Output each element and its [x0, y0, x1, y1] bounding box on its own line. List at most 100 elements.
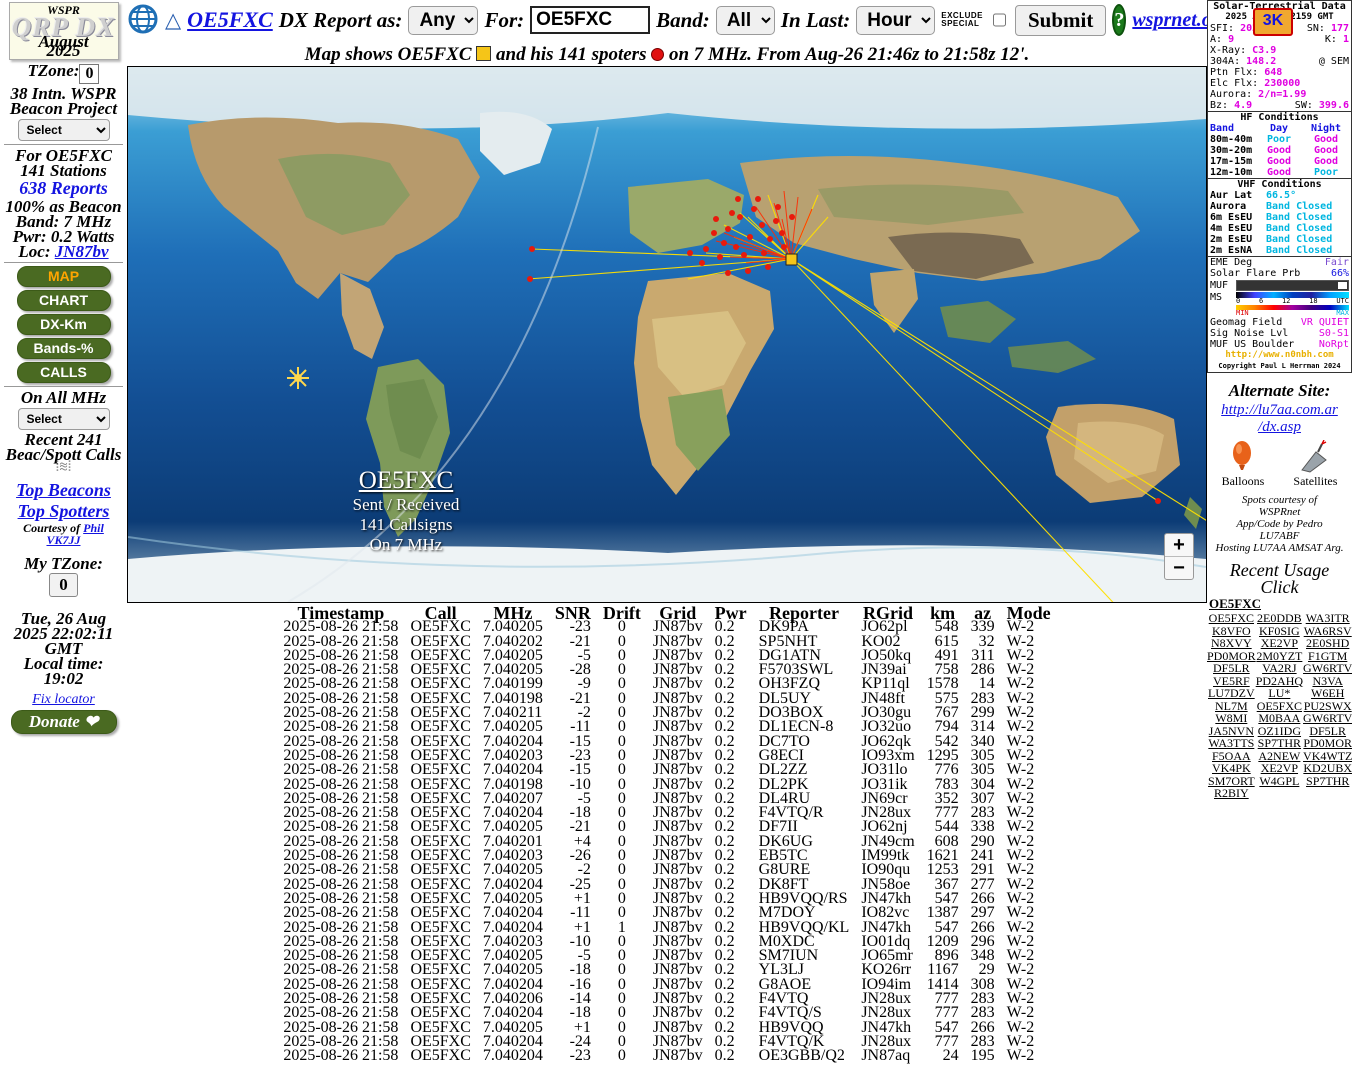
recent-call-link[interactable]: WA3ITR	[1305, 611, 1350, 625]
map-zoom-controls[interactable]: + −	[1164, 533, 1194, 580]
bands-pct-button[interactable]: Bands-%	[16, 338, 111, 359]
recent-call-link[interactable]: 2M0YZT	[1256, 648, 1303, 663]
table-row[interactable]: 2025-08-26 21:58 OE5FXC 7.040198 -21 0 JN87bv…	[277, 690, 1056, 706]
recent-call-link[interactable]: LU7DZV	[1208, 686, 1255, 700]
recent-call-link[interactable]: GW6RTV	[1303, 711, 1352, 725]
recent-call-link[interactable]: VE5RF	[1213, 673, 1250, 688]
recent-call-link[interactable]: N8XVY	[1211, 636, 1252, 650]
recent-call-link[interactable]: VK4WTZ	[1303, 748, 1352, 763]
qrp-dx-logo[interactable]: WSPR QRP DX August 2025	[8, 2, 119, 60]
calls-button[interactable]: CALLS	[16, 362, 111, 383]
table-row[interactable]: 2025-08-26 21:58 OE5FXC 7.040205 -2 0 JN87bv 0…	[277, 862, 1056, 878]
recent-call-link[interactable]: M0BAA	[1258, 711, 1301, 725]
chart-button[interactable]: CHART	[16, 290, 111, 311]
table-row[interactable]: 2025-08-26 21:58 OE5FXC 7.040205 +1 0 JN87bv 0…	[277, 890, 1056, 906]
recent-call-link[interactable]: PD2AHQ	[1255, 673, 1304, 688]
table-row[interactable]: 2025-08-26 21:58 OE5FXC 7.040205 -21 0 JN87bv…	[277, 819, 1056, 835]
3k-badge[interactable]: 3K	[1253, 8, 1293, 36]
recent-call-link[interactable]: A2NEW	[1258, 748, 1301, 763]
table-row[interactable]: 2025-08-26 21:58 OE5FXC 7.040205 -28 0 JN87bv…	[277, 662, 1056, 678]
recent-call-link[interactable]: K8VFO	[1212, 623, 1251, 638]
table-row[interactable]: 2025-08-26 21:58 OE5FXC 7.040202 -21 0 JN87bv…	[277, 633, 1056, 649]
table-row[interactable]: 2025-08-26 21:58 OE5FXC 7.040203 -23 0 JN87bv…	[277, 747, 1056, 763]
recent-call-link[interactable]: OE5FXC	[1256, 698, 1303, 713]
balloon-icon[interactable]	[1229, 440, 1255, 474]
table-row[interactable]: 2025-08-26 21:58 OE5FXC 7.040203 -26 0 JN87bv…	[277, 847, 1056, 863]
table-row[interactable]: 2025-08-26 21:58 OE5FXC 7.040205 -5 0 JN87bv 0…	[277, 647, 1056, 663]
recent-call-link[interactable]: KD2UBX	[1303, 761, 1352, 775]
wsprnet-link[interactable]: wsprnet.org	[1132, 8, 1230, 31]
dxkm-button[interactable]: DX-Km	[16, 314, 111, 335]
recent-call-link[interactable]: DF5LR	[1213, 661, 1250, 675]
table-row[interactable]: 2025-08-26 21:58 OE5FXC 7.040205 +1 0 JN87bv 0…	[277, 1019, 1056, 1035]
zoom-in-button[interactable]: +	[1165, 534, 1193, 557]
recent-call-link[interactable]: XE2VP	[1260, 636, 1299, 650]
table-row[interactable]: 2025-08-26 21:58 OE5FXC 7.040205 -18 0 JN87bv…	[277, 962, 1056, 978]
table-row[interactable]: 2025-08-26 21:58 OE5FXC 7.040204 +1 1 JN87bv 0…	[277, 919, 1056, 935]
recent-call-link[interactable]: SP7THR	[1306, 773, 1350, 788]
donate-button[interactable]: Donate ❤	[10, 710, 117, 734]
table-row[interactable]: 2025-08-26 21:58 OE5FXC 7.040204 -18 0 JN87bv…	[277, 1005, 1056, 1021]
table-row[interactable]: 2025-08-26 21:58 OE5FXC 7.040203 -10 0 JN87bv…	[277, 933, 1056, 949]
my-tzone-value[interactable]: 0	[49, 573, 78, 597]
recent-call-link[interactable]: WA6RSV	[1303, 623, 1352, 638]
recent-call-link[interactable]: SP7THR	[1257, 736, 1302, 750]
satellite-dish-icon[interactable]	[1298, 440, 1330, 474]
recent-call-link[interactable]: KF0SIG	[1259, 623, 1300, 638]
recent-call-link[interactable]: F1GTM	[1308, 648, 1348, 663]
recent-call-link[interactable]: OZ1IDG	[1257, 723, 1302, 738]
callsign-link[interactable]: OE5FXC	[187, 7, 273, 32]
balloons-caption[interactable]: Balloons	[1221, 474, 1265, 488]
table-row[interactable]: 2025-08-26 21:58 OE5FXC 7.040205 -23 0 JN87bv…	[277, 619, 1056, 635]
for-input[interactable]	[530, 6, 651, 34]
zoom-out-button[interactable]: −	[1173, 557, 1185, 579]
alternate-url-line2[interactable]: /dx.asp	[1258, 419, 1301, 435]
recent-call-link[interactable]: W8MI	[1215, 711, 1248, 725]
mhz-select[interactable]: Select	[17, 408, 110, 430]
table-row[interactable]: 2025-08-26 21:58 OE5FXC 7.040204 -11 0 JN87bv…	[277, 905, 1056, 921]
courtesy-name[interactable]: Phil	[83, 521, 104, 535]
recent-call-link[interactable]: LU*	[1268, 686, 1291, 700]
top-beacons-link[interactable]: Top Beacons	[16, 480, 111, 500]
recent-call-link[interactable]: R2BIY	[1214, 786, 1249, 800]
recent-call-link[interactable]: NL7M	[1215, 698, 1248, 713]
band-select[interactable]: All	[715, 5, 775, 35]
table-row[interactable]: 2025-08-26 21:58 OE5FXC 7.040198 -10 0 JN87bv…	[277, 776, 1056, 792]
recent-call-link[interactable]: WA3TTS	[1208, 736, 1255, 750]
table-row[interactable]: 2025-08-26 21:58 OE5FXC 7.040207 -5 0 JN87bv 0…	[277, 790, 1056, 806]
recent-call-link[interactable]: XE2VP	[1260, 761, 1299, 775]
map-button[interactable]: MAP	[16, 266, 111, 287]
recent-call-link[interactable]: SM7ORT	[1208, 773, 1255, 788]
top-spotters-link[interactable]: Top Spotters	[17, 501, 110, 521]
world-map[interactable]: OE5FXC Sent / Received 141 Callsigns On …	[127, 66, 1207, 603]
table-row[interactable]: 2025-08-26 21:58 OE5FXC 7.040204 -25 0 JN87bv…	[277, 876, 1056, 892]
submit-button[interactable]: Submit	[1014, 4, 1107, 36]
table-row[interactable]: 2025-08-26 21:58 OE5FXC 7.040204 -23 0 JN87bv…	[277, 1048, 1056, 1064]
recent-call-link[interactable]: F5OAA	[1212, 748, 1251, 763]
recent-call-link[interactable]: VA2RJ	[1262, 661, 1297, 675]
table-row[interactable]: 2025-08-26 21:58 OE5FXC 7.040204 -15 0 JN87bv…	[277, 733, 1056, 749]
recent-call-link[interactable]: OE5FXC	[1208, 611, 1255, 625]
recent-call-link[interactable]: 2E0SHD	[1306, 636, 1350, 650]
alternate-url-line1[interactable]: http://lu7aa.com.ar	[1221, 402, 1338, 418]
tzone-input[interactable]: 0	[79, 64, 100, 84]
recent-call-link[interactable]: N3VA	[1312, 673, 1343, 688]
recent-call-link[interactable]: PD0MOR	[1303, 736, 1352, 750]
table-row[interactable]: 2025-08-26 21:58 OE5FXC 7.040206 -14 0 JN87bv…	[277, 990, 1056, 1006]
recent-call-link[interactable]: PU2SWX	[1303, 698, 1352, 713]
recent-usage-me[interactable]: OE5FXC	[1209, 596, 1261, 611]
locator-value[interactable]: JN87bv	[54, 242, 109, 261]
table-row[interactable]: 2025-08-26 21:58 OE5FXC 7.040204 -18 0 JN87bv…	[277, 804, 1056, 820]
satellites-caption[interactable]: Satellites	[1293, 474, 1338, 488]
reports-count[interactable]: 638 Reports	[19, 178, 108, 198]
recent-call-link[interactable]: 2E0DDB	[1257, 611, 1302, 625]
recent-call-link[interactable]: GW6RTV	[1303, 661, 1352, 675]
recent-call-link[interactable]: W6EH	[1311, 686, 1345, 700]
recent-call-link[interactable]: W4GPL	[1259, 773, 1300, 788]
in-last-select[interactable]: Hour	[856, 5, 936, 35]
table-row[interactable]: 2025-08-26 21:58 OE5FXC 7.040201 +4 0 JN87bv 0…	[277, 833, 1056, 849]
beacon-select[interactable]: Select	[17, 119, 110, 141]
recent-call-link[interactable]: VK4PK	[1212, 761, 1251, 775]
fix-locator-link[interactable]: Fix locator	[32, 692, 95, 707]
report-as-select[interactable]: Any	[408, 5, 479, 35]
